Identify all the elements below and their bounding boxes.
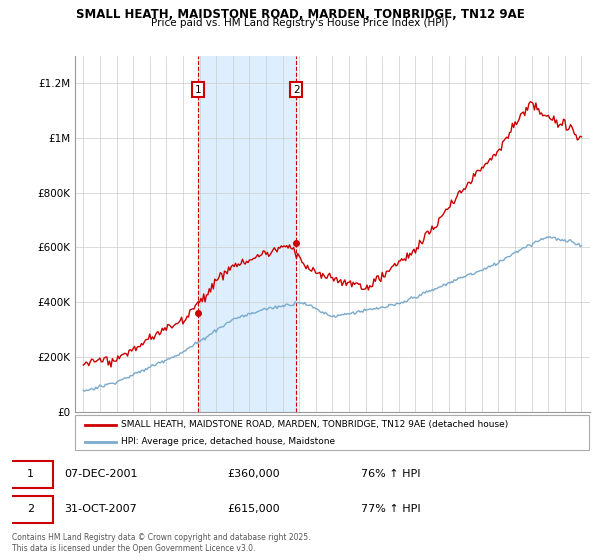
Text: 07-DEC-2001: 07-DEC-2001 <box>64 469 138 479</box>
Text: 77% ↑ HPI: 77% ↑ HPI <box>361 504 421 514</box>
Text: Contains HM Land Registry data © Crown copyright and database right 2025.
This d: Contains HM Land Registry data © Crown c… <box>12 533 311 553</box>
Text: Price paid vs. HM Land Registry's House Price Index (HPI): Price paid vs. HM Land Registry's House … <box>151 18 449 29</box>
Text: SMALL HEATH, MAIDSTONE ROAD, MARDEN, TONBRIDGE, TN12 9AE: SMALL HEATH, MAIDSTONE ROAD, MARDEN, TON… <box>76 8 524 21</box>
Text: 2: 2 <box>293 85 299 95</box>
FancyBboxPatch shape <box>75 415 589 450</box>
FancyBboxPatch shape <box>9 461 53 488</box>
Text: £615,000: £615,000 <box>227 504 280 514</box>
Bar <box>199 56 296 412</box>
Text: 76% ↑ HPI: 76% ↑ HPI <box>361 469 421 479</box>
Text: 1: 1 <box>195 85 202 95</box>
Text: SMALL HEATH, MAIDSTONE ROAD, MARDEN, TONBRIDGE, TN12 9AE (detached house): SMALL HEATH, MAIDSTONE ROAD, MARDEN, TON… <box>121 420 509 429</box>
Text: 31-OCT-2007: 31-OCT-2007 <box>64 504 137 514</box>
Text: 1: 1 <box>27 469 34 479</box>
Text: HPI: Average price, detached house, Maidstone: HPI: Average price, detached house, Maid… <box>121 437 335 446</box>
Text: £360,000: £360,000 <box>227 469 280 479</box>
FancyBboxPatch shape <box>9 496 53 522</box>
Text: 2: 2 <box>27 504 34 514</box>
